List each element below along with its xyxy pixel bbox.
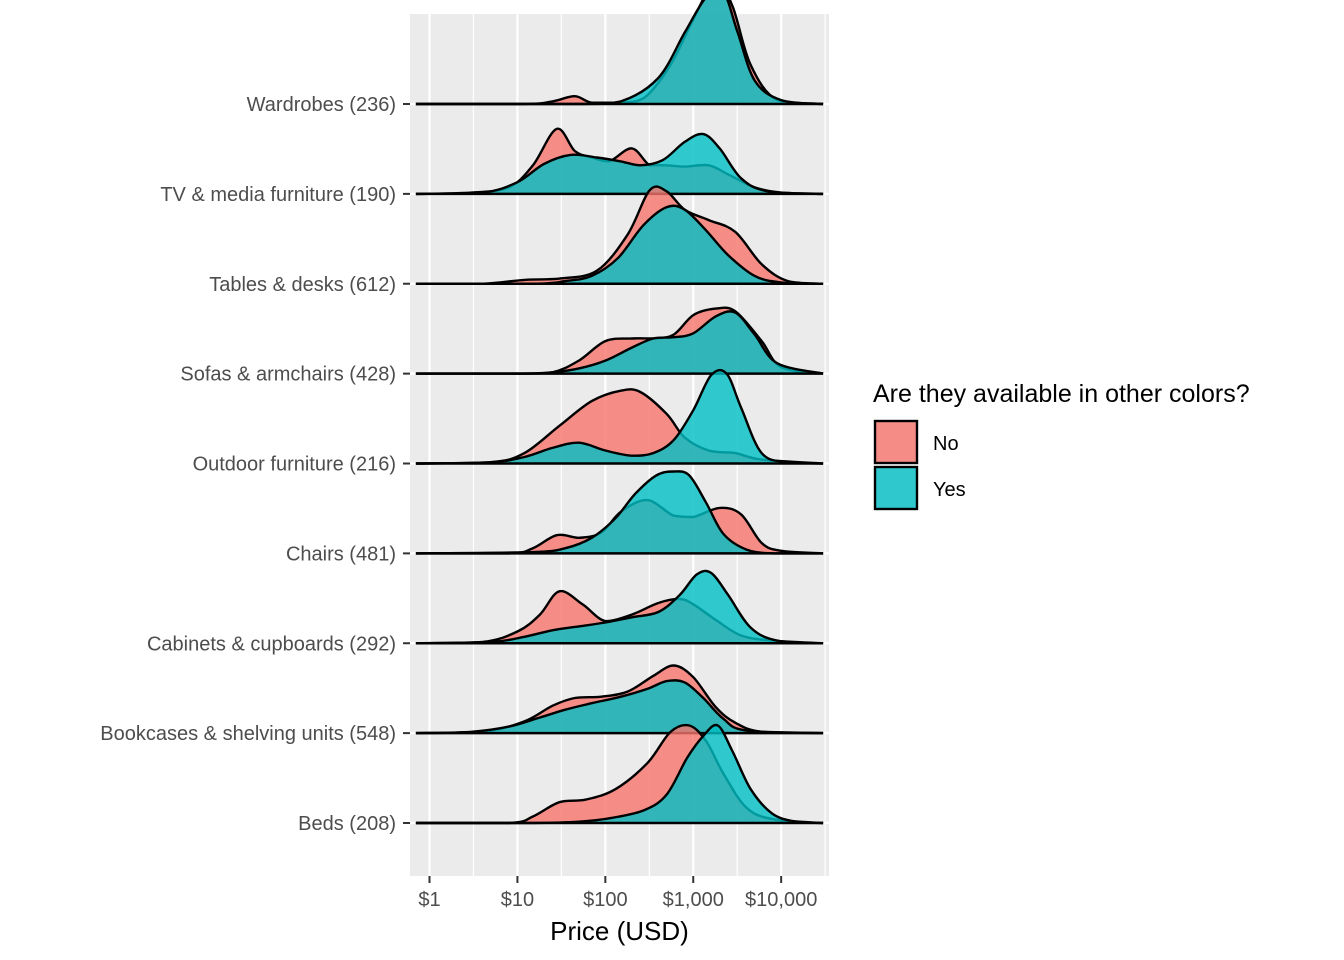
ridge-9 [415, 723, 824, 825]
density-yes-area [415, 133, 824, 194]
density-yes-area [415, 205, 824, 284]
y-tick-label: Beds (208) [298, 813, 396, 835]
density-no-area [415, 389, 824, 464]
density-yes-area [415, 570, 824, 644]
ridge-3 [415, 185, 824, 286]
x-tick-label: $10 [501, 889, 534, 911]
y-tick-label: Chairs (481) [286, 543, 396, 565]
legend-swatch-no [873, 419, 919, 465]
legend-label-yes: Yes [933, 479, 966, 501]
y-axis: Wardrobes (236) TV & media furniture (190… [100, 94, 410, 835]
density-yes-area [415, 370, 824, 464]
x-tick-label: $10,000 [745, 889, 817, 911]
legend-swatch-yes [873, 465, 919, 511]
density-yes-outline [415, 679, 824, 735]
density-yes-outline [415, 132, 824, 196]
y-tick-label: TV & media furniture (190) [160, 184, 396, 206]
y-tick-label: Cabinets & cupboards (292) [147, 633, 396, 655]
density-no-outline [415, 185, 824, 286]
y-tick-label: Bookcases & shelving units (548) [100, 723, 396, 745]
legend-label-no: No [933, 433, 959, 455]
density-yes-area [415, 311, 824, 374]
x-axis: $1 $10 $100 $1,000 $10,000 [418, 876, 817, 911]
ridge-5 [415, 368, 824, 465]
density-yes-area [415, 0, 824, 105]
x-tick-label: $1 [418, 889, 440, 911]
y-tick-label: Sofas & armchairs (428) [180, 364, 396, 386]
density-yes-area [415, 724, 824, 823]
density-yes-outline [415, 723, 824, 825]
ridge-4 [415, 306, 824, 375]
y-tick-label: Tables & desks (612) [209, 274, 396, 296]
ridge-2 [415, 127, 824, 196]
ridge-7 [415, 569, 824, 645]
ridge-6 [415, 470, 824, 555]
density-yes-outline [415, 204, 824, 286]
density-yes-outline [415, 310, 824, 375]
legend-title: Are they available in other colors? [873, 380, 1250, 408]
density-yes-area [415, 680, 824, 734]
density-yes-outline [415, 368, 824, 465]
ridge-1 [415, 0, 824, 106]
ridge-8 [415, 664, 824, 735]
x-tick-label: $1,000 [663, 889, 724, 911]
y-tick-label: Wardrobes (236) [247, 94, 396, 116]
density-yes-outline [415, 470, 824, 555]
legend: Are they available in other colors? No Ye… [873, 380, 1250, 511]
ridges [415, 0, 824, 825]
x-axis-title: Price (USD) [550, 916, 689, 946]
density-yes-outline [415, 569, 824, 645]
x-tick-label: $100 [583, 889, 628, 911]
y-tick-label: Outdoor furniture (216) [193, 454, 396, 476]
